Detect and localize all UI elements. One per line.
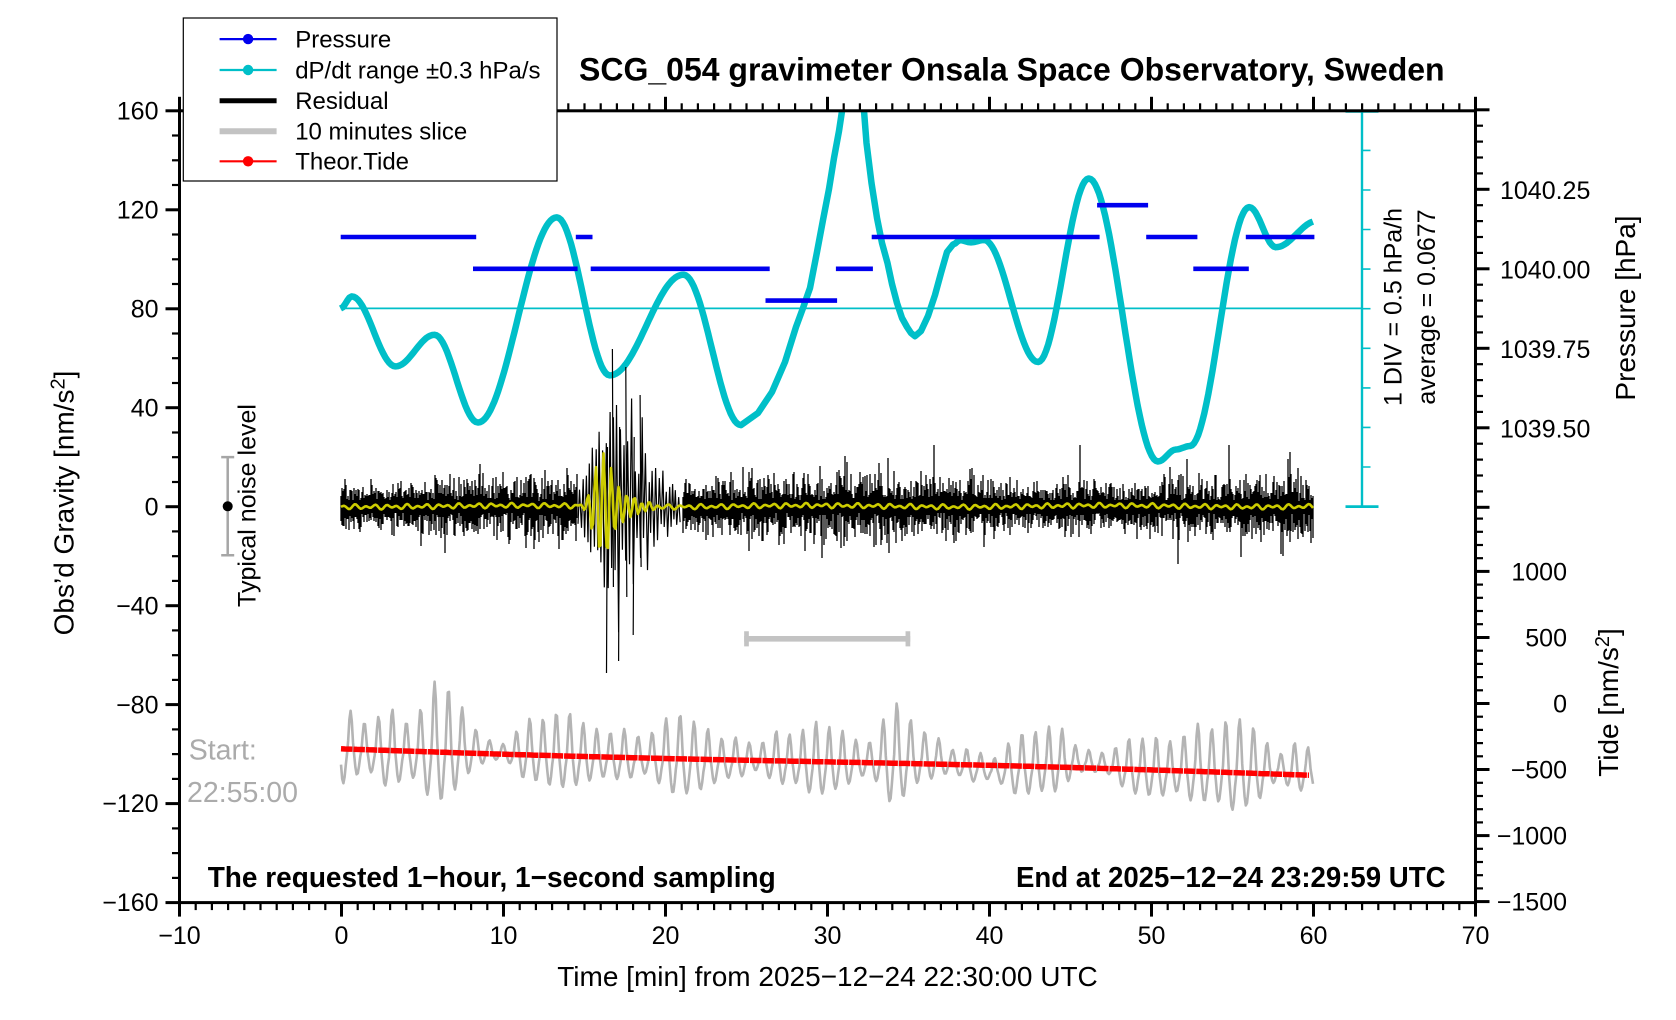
svg-text:80: 80: [131, 295, 159, 323]
svg-text:50: 50: [1138, 922, 1166, 950]
svg-text:500: 500: [1525, 624, 1567, 652]
svg-text:22:55:00: 22:55:00: [187, 777, 298, 809]
svg-text:average = 0.0677: average = 0.0677: [1413, 209, 1441, 404]
svg-text:Residual: Residual: [295, 88, 388, 115]
svg-text:Typical noise level: Typical noise level: [234, 404, 262, 607]
svg-text:−160: −160: [102, 889, 158, 917]
svg-text:0: 0: [335, 922, 349, 950]
svg-text:Tide [nm/s2]: Tide [nm/s2]: [1592, 628, 1624, 777]
svg-text:dP/dt range ±0.3 hPa/s: dP/dt range ±0.3 hPa/s: [295, 57, 540, 84]
svg-text:160: 160: [117, 97, 159, 125]
svg-text:Obs’d Gravity [nm/s2]: Obs’d Gravity [nm/s2]: [47, 371, 79, 636]
svg-text:10 minutes slice: 10 minutes slice: [295, 119, 467, 146]
svg-text:1 DIV = 0.5 hPa/h: 1 DIV = 0.5 hPa/h: [1380, 208, 1408, 406]
svg-text:−1000: −1000: [1497, 823, 1567, 851]
svg-text:The requested 1−hour, 1−second: The requested 1−hour, 1−second sampling: [208, 862, 776, 894]
svg-text:120: 120: [117, 196, 159, 224]
svg-text:−80: −80: [116, 691, 158, 719]
svg-text:−120: −120: [102, 790, 158, 818]
svg-text:0: 0: [145, 493, 159, 521]
svg-text:70: 70: [1462, 922, 1490, 950]
svg-text:1040.25: 1040.25: [1500, 177, 1590, 205]
svg-text:−40: −40: [116, 592, 158, 620]
svg-text:−10: −10: [158, 922, 200, 950]
svg-text:40: 40: [131, 394, 159, 422]
svg-text:Time [min] from 2025−12−24 22:: Time [min] from 2025−12−24 22:30:00 UTC: [557, 961, 1098, 992]
svg-text:20: 20: [652, 922, 680, 950]
svg-text:End at 2025−12−24 23:29:59 UTC: End at 2025−12−24 23:29:59 UTC: [1016, 862, 1446, 894]
svg-text:10: 10: [490, 922, 518, 950]
svg-text:60: 60: [1300, 922, 1328, 950]
svg-text:40: 40: [976, 922, 1004, 950]
svg-text:1039.75: 1039.75: [1500, 336, 1590, 364]
svg-text:−1500: −1500: [1497, 889, 1567, 917]
svg-text:1000: 1000: [1511, 558, 1567, 586]
svg-text:−500: −500: [1511, 757, 1567, 785]
svg-text:SCG_054 gravimeter Onsala Spac: SCG_054 gravimeter Onsala Space Observat…: [579, 52, 1445, 88]
svg-text:Theor.Tide: Theor.Tide: [295, 149, 409, 176]
svg-text:0: 0: [1553, 691, 1567, 719]
svg-text:1039.50: 1039.50: [1500, 415, 1590, 443]
svg-text:1040.00: 1040.00: [1500, 256, 1590, 284]
svg-text:Pressure: Pressure: [295, 27, 391, 54]
svg-text:Start:: Start:: [189, 735, 257, 767]
svg-text:Pressure [hPa]: Pressure [hPa]: [1610, 215, 1641, 400]
svg-text:30: 30: [814, 922, 842, 950]
